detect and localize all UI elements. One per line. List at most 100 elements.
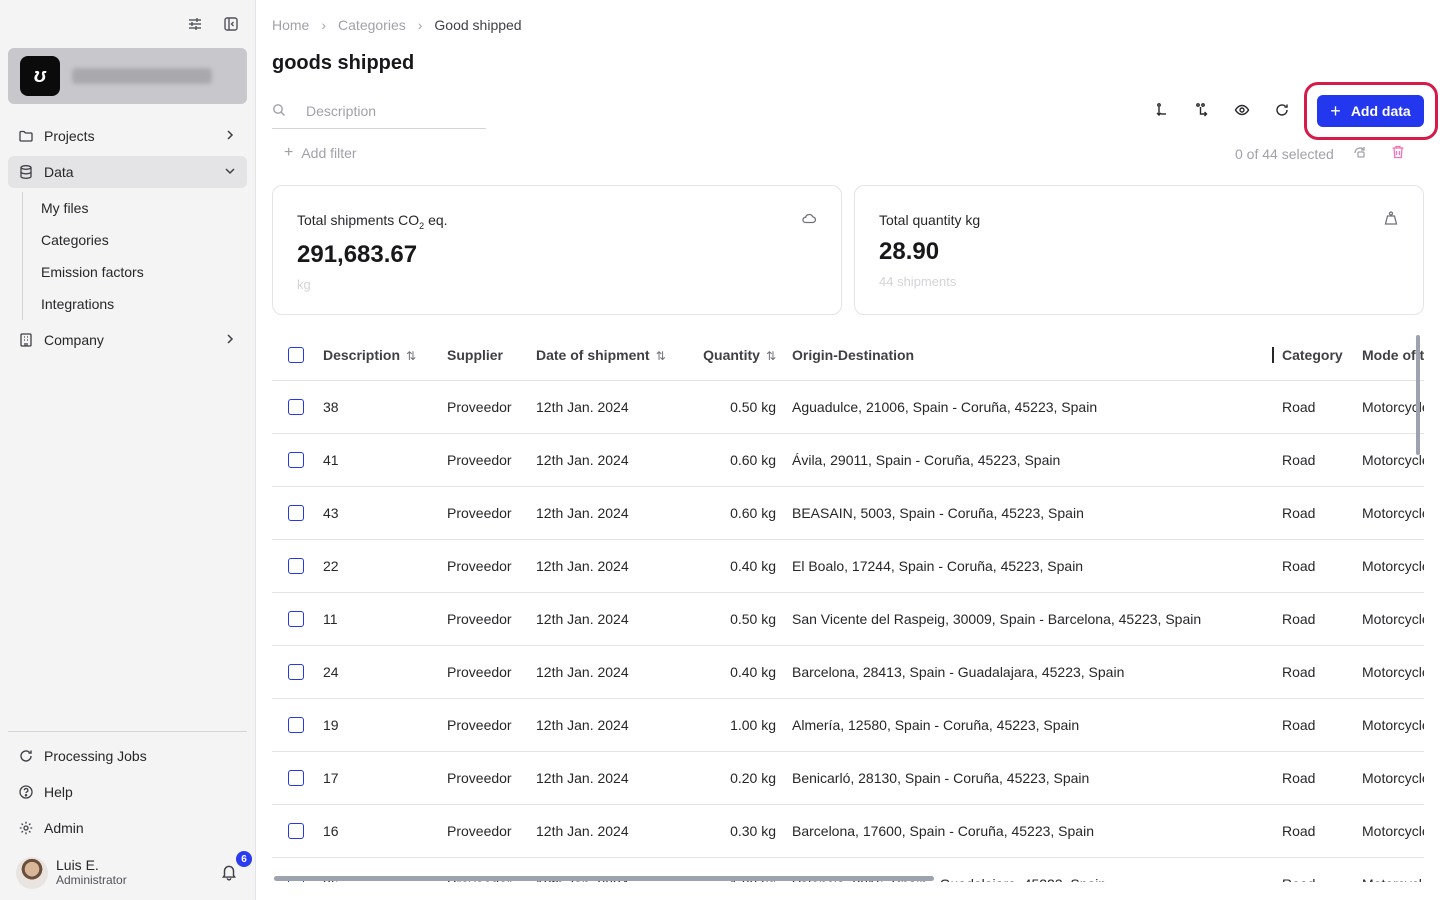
- subnav-item-integrations[interactable]: Integrations: [41, 296, 115, 312]
- user-role: Administrator: [56, 873, 127, 887]
- sort-arrows-icon[interactable]: [1152, 100, 1172, 120]
- cell-supplier: Proveedor: [447, 751, 536, 805]
- add-filter-label: Add filter: [301, 145, 357, 161]
- cell-category: Road: [1272, 592, 1362, 646]
- nav-item-admin[interactable]: Admin: [8, 812, 247, 844]
- search-input[interactable]: [306, 103, 476, 119]
- nav-item-projects[interactable]: Projects: [8, 120, 247, 152]
- cell-category: Road: [1272, 539, 1362, 593]
- shipments-table: Description ⇅ Supplier Date of shipment ⇅ …: [272, 330, 1424, 882]
- cell-select: [272, 698, 323, 752]
- nav-item-help[interactable]: Help: [8, 776, 247, 808]
- sidebar: ʊ Projects Data My files Categories Emis…: [0, 0, 256, 900]
- vertical-scrollbar[interactable]: [1416, 335, 1420, 455]
- table-row[interactable]: 24 Proveedor 12th Jan. 2024 0.40 kg Barcelon…: [272, 645, 1424, 699]
- weight-icon: [1383, 210, 1399, 226]
- cell-date: 12th Jan. 2024: [536, 539, 696, 593]
- copy-icon[interactable]: [1352, 144, 1368, 163]
- cell-supplier: Proveedor: [447, 592, 536, 646]
- group-icon[interactable]: [1192, 100, 1212, 120]
- cell-description: 43: [323, 486, 447, 540]
- table-row[interactable]: 16 Proveedor 12th Jan. 2024 0.30 kg Barcelon…: [272, 804, 1424, 858]
- eye-icon[interactable]: [1232, 100, 1252, 120]
- row-checkbox[interactable]: [288, 717, 304, 734]
- column-header-description[interactable]: Description ⇅: [323, 330, 447, 381]
- select-all-checkbox[interactable]: [288, 347, 304, 364]
- row-checkbox[interactable]: [288, 505, 304, 522]
- nav-item-company[interactable]: Company: [8, 324, 247, 356]
- search-icon: [272, 103, 288, 120]
- table-row[interactable]: 11 Proveedor 12th Jan. 2024 0.50 kg San Vice…: [272, 592, 1424, 646]
- add-filter-button[interactable]: + Add filter: [284, 144, 357, 162]
- row-checkbox[interactable]: [288, 664, 304, 681]
- cell-select: [272, 804, 323, 858]
- collapse-sidebar-icon[interactable]: [221, 14, 241, 34]
- row-checkbox[interactable]: [288, 399, 304, 416]
- table-row[interactable]: 43 Proveedor 12th Jan. 2024 0.60 kg BEASAIN,…: [272, 486, 1424, 540]
- card-title: Total shipments CO2 eq.: [297, 212, 448, 231]
- cell-supplier: Proveedor: [447, 698, 536, 752]
- cell-date: 12th Jan. 2024: [536, 698, 696, 752]
- nav-item-data[interactable]: Data: [8, 156, 247, 188]
- gear-icon: [18, 820, 34, 836]
- row-checkbox[interactable]: [288, 823, 304, 840]
- table-row[interactable]: 41 Proveedor 12th Jan. 2024 0.60 kg Ávila, 2…: [272, 433, 1424, 487]
- row-checkbox[interactable]: [288, 770, 304, 787]
- cell-category: Road: [1272, 486, 1362, 540]
- chevron-right-icon: ›: [417, 17, 423, 33]
- card-sub: 44 shipments: [879, 274, 957, 289]
- row-checkbox[interactable]: [288, 558, 304, 575]
- subnav-item-emission-factors[interactable]: Emission factors: [41, 264, 144, 280]
- user-profile[interactable]: Luis E. Administrator 6: [16, 851, 252, 891]
- column-header-date[interactable]: Date of shipment ⇅: [536, 330, 696, 381]
- cell-category: Road: [1272, 380, 1362, 434]
- organization-switcher[interactable]: ʊ: [8, 48, 247, 104]
- cell-origin-destination: Almería, 12580, Spain - Coruña, 45223, S…: [792, 698, 1272, 752]
- add-data-button[interactable]: + Add data: [1317, 95, 1424, 127]
- sort-icon[interactable]: ⇅: [406, 348, 417, 363]
- sidebar-divider: [8, 731, 247, 732]
- subnav-item-my-files[interactable]: My files: [41, 200, 89, 216]
- cell-date: 12th Jan. 2024: [536, 592, 696, 646]
- cell-description: 17: [323, 751, 447, 805]
- data-subnav: My files Categories Emission factors Int…: [22, 192, 247, 320]
- row-checkbox[interactable]: [288, 611, 304, 628]
- sliders-icon[interactable]: [185, 14, 205, 34]
- table-row[interactable]: 38 Proveedor 12th Jan. 2024 0.50 kg Aguadulc…: [272, 380, 1424, 434]
- breadcrumb: Home › Categories › Good shipped: [272, 17, 522, 33]
- cell-select: [272, 751, 323, 805]
- user-name: Luis E.: [56, 857, 99, 873]
- table-row[interactable]: 22 Proveedor 12th Jan. 2024 0.40 kg El Boalo…: [272, 539, 1424, 593]
- cloud-icon: [801, 210, 817, 226]
- column-header-origin-destination: Origin-Destination: [792, 330, 1272, 381]
- column-header-quantity[interactable]: Quantity ⇅: [696, 330, 792, 381]
- refresh-icon[interactable]: [1272, 100, 1292, 120]
- cell-origin-destination: Aguadulce, 21006, Spain - Coruña, 45223,…: [792, 380, 1272, 434]
- cell-description: 38: [323, 380, 447, 434]
- nav-label: Data: [44, 164, 74, 180]
- cell-description: 19: [323, 698, 447, 752]
- cell-quantity: 0.30 kg: [696, 804, 792, 858]
- cell-description: 16: [323, 804, 447, 858]
- row-checkbox[interactable]: [288, 452, 304, 469]
- sort-icon[interactable]: ⇅: [655, 348, 666, 363]
- sort-icon[interactable]: ⇅: [765, 348, 776, 363]
- subnav-item-categories[interactable]: Categories: [41, 232, 109, 248]
- breadcrumb-categories[interactable]: Categories: [338, 17, 406, 33]
- chevron-right-icon: [223, 128, 237, 145]
- cell-mode: Motorcycle: [1362, 857, 1424, 882]
- trash-icon[interactable]: [1390, 144, 1406, 163]
- shipments-table-container[interactable]: Description ⇅ Supplier Date of shipment ⇅ …: [272, 330, 1424, 882]
- cell-select: [272, 486, 323, 540]
- building-icon: [18, 332, 34, 348]
- cell-category: Road: [1272, 645, 1362, 699]
- breadcrumb-home[interactable]: Home: [272, 17, 310, 33]
- horizontal-scrollbar[interactable]: [274, 876, 934, 881]
- bell-icon[interactable]: 6: [220, 851, 252, 883]
- table-row[interactable]: 17 Proveedor 12th Jan. 2024 0.20 kg Benicarl…: [272, 751, 1424, 805]
- table-row[interactable]: 19 Proveedor 12th Jan. 2024 1.00 kg Almería,…: [272, 698, 1424, 752]
- cell-supplier: Proveedor: [447, 433, 536, 487]
- column-header-mode: Mode of transport: [1362, 330, 1424, 381]
- cell-origin-destination: El Boalo, 17244, Spain - Coruña, 45223, …: [792, 539, 1272, 593]
- nav-item-processing-jobs[interactable]: Processing Jobs: [8, 740, 247, 772]
